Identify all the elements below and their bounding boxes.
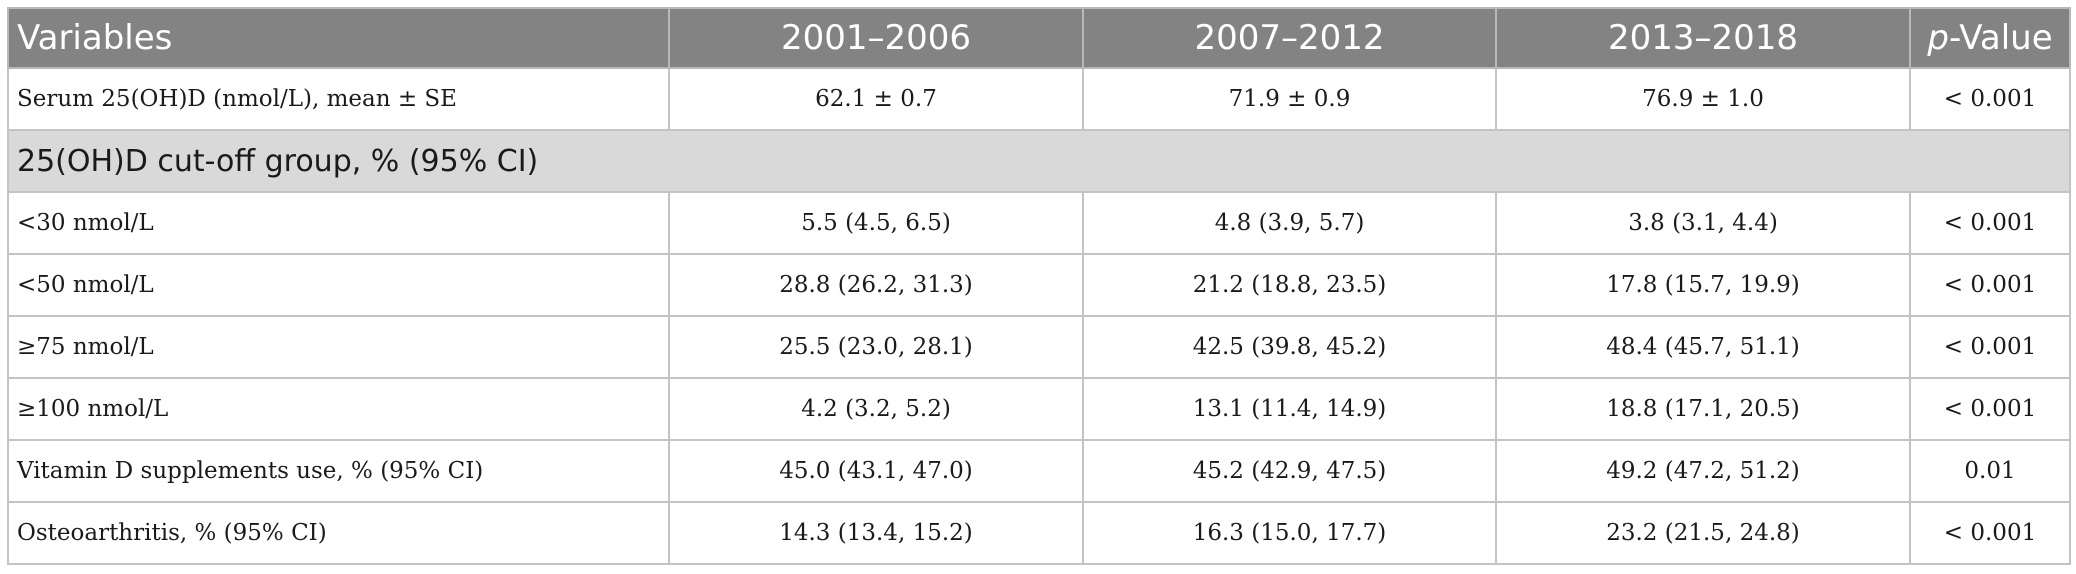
cell-2001-2006: 14.3 (13.4, 15.2) [668,501,1084,565]
cell-2001-2006: 4.2 (3.2, 5.2) [668,377,1084,441]
cell-p-value: < 0.001 [1909,67,2071,131]
row-label: Vitamin D supplements use, % (95% CI) [7,439,670,503]
table-row: ≥75 nmol/L 25.5 (23.0, 28.1) 42.5 (39.8,… [7,315,2071,379]
table-row: Serum 25(OH)D (nmol/L), mean ± SE 62.1 ±… [7,67,2071,131]
cell-2013-2018: 48.4 (45.7, 51.1) [1495,315,1911,379]
row-label: ≥75 nmol/L [7,315,670,379]
row-label: Serum 25(OH)D (nmol/L), mean ± SE [7,67,670,131]
cell-2013-2018: 17.8 (15.7, 19.9) [1495,253,1911,317]
cell-2013-2018: 3.8 (3.1, 4.4) [1495,191,1911,255]
data-table: Variables 2001–2006 2007–2012 2013–2018 … [7,7,2071,565]
header-period-2001-2006: 2001–2006 [668,7,1084,69]
cell-2007-2012: 21.2 (18.8, 23.5) [1082,253,1497,317]
table-row: ≥100 nmol/L 4.2 (3.2, 5.2) 13.1 (11.4, 1… [7,377,2071,441]
cell-p-value: < 0.001 [1909,377,2071,441]
table-header: Variables 2001–2006 2007–2012 2013–2018 … [7,7,2071,69]
cell-2001-2006: 28.8 (26.2, 31.3) [668,253,1084,317]
cell-p-value: < 0.001 [1909,501,2071,565]
table-row: <50 nmol/L 28.8 (26.2, 31.3) 21.2 (18.8,… [7,253,2071,317]
cell-2013-2018: 23.2 (21.5, 24.8) [1495,501,1911,565]
cell-2013-2018: 76.9 ± 1.0 [1495,67,1911,131]
cell-2007-2012: 45.2 (42.9, 47.5) [1082,439,1497,503]
header-p-value: p-Value [1909,7,2071,69]
cell-p-value: < 0.001 [1909,253,2071,317]
cell-2007-2012: 13.1 (11.4, 14.9) [1082,377,1497,441]
row-label: <30 nmol/L [7,191,670,255]
cell-2007-2012: 4.8 (3.9, 5.7) [1082,191,1497,255]
group-row: 25(OH)D cut-off group, % (95% CI) [7,129,2071,193]
row-label: <50 nmol/L [7,253,670,317]
group-label: 25(OH)D cut-off group, % (95% CI) [7,129,2071,193]
cell-2013-2018: 49.2 (47.2, 51.2) [1495,439,1911,503]
table-row: Vitamin D supplements use, % (95% CI) 45… [7,439,2071,503]
cell-2007-2012: 71.9 ± 0.9 [1082,67,1497,131]
header-period-2007-2012: 2007–2012 [1082,7,1497,69]
header-row: Variables 2001–2006 2007–2012 2013–2018 … [7,7,2071,69]
cell-2013-2018: 18.8 (17.1, 20.5) [1495,377,1911,441]
table-container: Variables 2001–2006 2007–2012 2013–2018 … [7,7,2071,565]
cell-2001-2006: 25.5 (23.0, 28.1) [668,315,1084,379]
cell-2007-2012: 16.3 (15.0, 17.7) [1082,501,1497,565]
row-label: Osteoarthritis, % (95% CI) [7,501,670,565]
cell-p-value: < 0.001 [1909,315,2071,379]
cell-2001-2006: 62.1 ± 0.7 [668,67,1084,131]
cell-2007-2012: 42.5 (39.8, 45.2) [1082,315,1497,379]
header-period-2013-2018: 2013–2018 [1495,7,1911,69]
cell-2001-2006: 45.0 (43.1, 47.0) [668,439,1084,503]
cell-2001-2006: 5.5 (4.5, 6.5) [668,191,1084,255]
table-body: Serum 25(OH)D (nmol/L), mean ± SE 62.1 ±… [7,67,2071,565]
cell-p-value: 0.01 [1909,439,2071,503]
header-p-italic: p [1927,18,1949,58]
table-row: <30 nmol/L 5.5 (4.5, 6.5) 4.8 (3.9, 5.7)… [7,191,2071,255]
cell-p-value: < 0.001 [1909,191,2071,255]
header-p-suffix: -Value [1948,18,2053,58]
table-row: Osteoarthritis, % (95% CI) 14.3 (13.4, 1… [7,501,2071,565]
header-variables: Variables [7,7,670,69]
row-label: ≥100 nmol/L [7,377,670,441]
